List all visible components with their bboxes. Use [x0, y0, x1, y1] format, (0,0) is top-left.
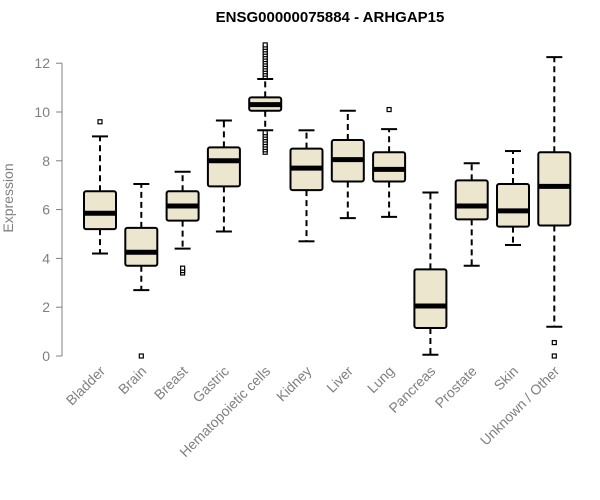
y-tick-label: 0	[42, 348, 50, 364]
outlier-point	[386, 106, 392, 113]
x-category-label: Lung	[364, 363, 397, 396]
y-axis: 0 2 4 6 8 10 12	[34, 55, 63, 364]
y-tick-label: 4	[42, 250, 50, 266]
y-tick-label: 10	[34, 104, 50, 120]
box-iqr	[454, 179, 489, 221]
box-bladder	[83, 119, 117, 255]
box-series	[83, 42, 572, 359]
box-liver	[330, 109, 365, 220]
box-brain	[124, 182, 159, 359]
box-hematopoietic-cells	[248, 42, 283, 155]
box-skin	[496, 150, 530, 246]
outlier-point	[97, 119, 103, 125]
box-pancreas	[413, 191, 448, 356]
box-unknown-other	[537, 56, 572, 359]
outlier-point	[551, 339, 557, 346]
x-category-label: Bladder	[63, 363, 109, 409]
y-tick-label: 2	[42, 299, 50, 315]
x-category-label: Brain	[115, 363, 149, 397]
outlier-point	[180, 265, 186, 271]
outlier-point	[551, 353, 557, 359]
box-iqr	[496, 182, 530, 228]
box-iqr	[413, 268, 448, 329]
box-iqr	[124, 226, 159, 267]
box-breast	[165, 170, 200, 276]
box-kidney	[289, 129, 324, 243]
box-prostate	[454, 162, 489, 267]
x-category-label: Skin	[491, 363, 522, 394]
y-tick-label: 12	[34, 55, 50, 71]
x-category-label: Liver	[323, 363, 356, 396]
y-axis-label: Expression	[0, 163, 16, 232]
x-category-label: Prostate	[432, 363, 480, 411]
x-category-label: Kidney	[273, 363, 315, 405]
box-iqr	[206, 146, 241, 188]
y-tick-label: 8	[42, 153, 50, 169]
x-category-label: Breast	[151, 363, 191, 403]
outlier-point	[262, 42, 268, 48]
box-lung	[372, 106, 407, 218]
box-iqr	[83, 190, 117, 231]
box-gastric	[206, 119, 241, 233]
outlier-point	[138, 353, 144, 359]
outlier-point	[262, 130, 268, 136]
chart-title: ENSG00000075884 - ARHGAP15	[216, 9, 445, 26]
y-tick-label: 6	[42, 202, 50, 218]
